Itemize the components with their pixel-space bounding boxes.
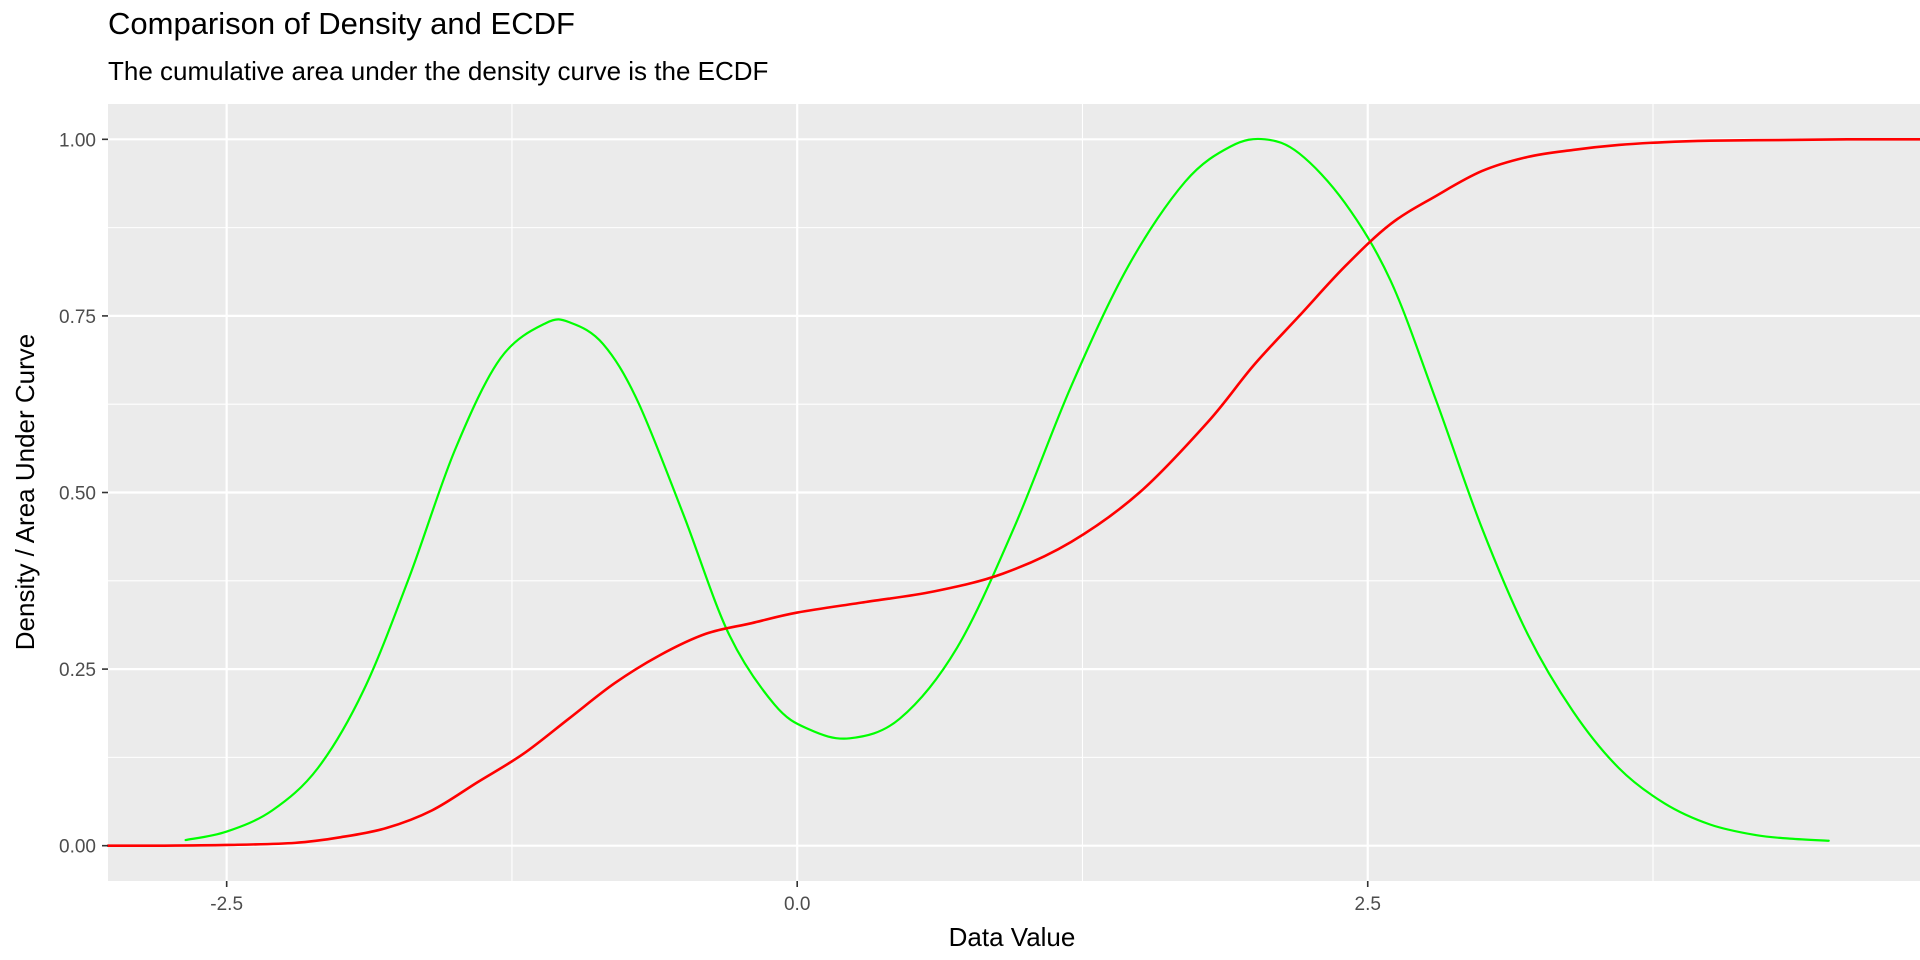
- x-axis-title: Data Value: [949, 922, 1076, 952]
- minor-gridlines: [108, 104, 1920, 881]
- y-tick-label: 0.50: [59, 484, 96, 505]
- x-tick-label: -2.5: [210, 894, 243, 915]
- series-layer: [106, 137, 1920, 848]
- ecdf-series-line: [106, 137, 1920, 848]
- y-tick-label: 0.00: [59, 837, 96, 858]
- y-tick-label: 0.25: [59, 660, 96, 681]
- axis-tick-labels: -2.5 0.0 2.5 0.00 0.25 0.50 0.75 1.00: [59, 130, 1381, 915]
- y-tick-label: 1.00: [59, 130, 96, 151]
- major-gridlines: [108, 104, 1920, 881]
- axis-ticks: [102, 138, 1369, 887]
- x-tick-label: 0.0: [784, 894, 810, 915]
- y-tick-label: 0.75: [59, 307, 96, 328]
- x-tick-label: 2.5: [1355, 894, 1381, 915]
- chart-subtitle: The cumulative area under the density cu…: [108, 56, 769, 86]
- y-axis-title: Density / Area Under Curve: [10, 334, 40, 650]
- chart-title: Comparison of Density and ECDF: [108, 6, 575, 41]
